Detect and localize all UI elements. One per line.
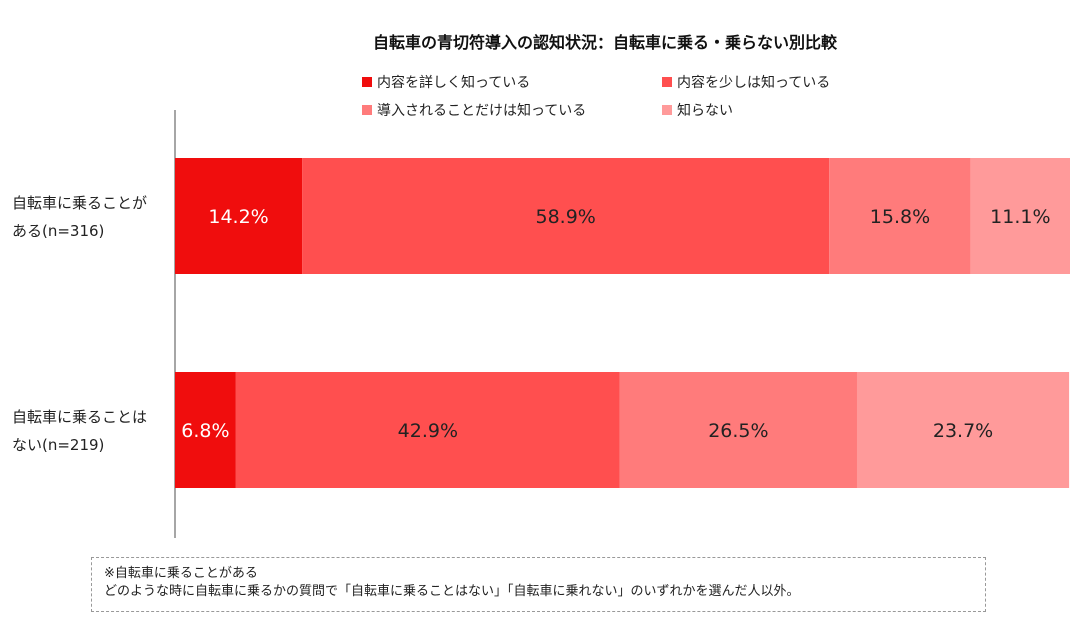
category-label-1-line-1: 自転車に乗ることが	[12, 194, 147, 212]
legend-label-3: 導入されることだけは知っている	[377, 102, 586, 119]
bar-segment-2-4	[856, 372, 1070, 488]
data-label-1-1: 14.2%	[208, 206, 268, 228]
data-label-1-4: 11.1%	[990, 206, 1050, 228]
category-label-2-line-1: 自転車に乗ることは	[12, 408, 147, 426]
chart-title: 自転車の青切符導入の認知状況：自転車に乗る・乗らない別比較	[373, 33, 838, 52]
category-label-1-line-2: ある(n=316)	[12, 222, 104, 240]
legend-swatch-3	[362, 105, 372, 115]
bar-segment-2-2	[235, 372, 620, 488]
data-label-2-2: 42.9%	[398, 420, 458, 442]
footnote-line-2: どのような時に自転車に乗るかの質問で「自転車に乗ることはない」「自転車に乗れない…	[104, 584, 800, 599]
bars: 14.2% 58.9% 15.8% 11.1% 6.8% 42.9% 26.5% 23.7%	[175, 158, 1070, 488]
data-label-1-3: 15.8%	[870, 206, 930, 228]
legend-swatch-2	[662, 77, 672, 87]
bar-segment-2-1	[175, 372, 236, 488]
legend-swatch-1	[362, 77, 372, 87]
bar-segment-1-3	[829, 158, 971, 274]
footnote-line-1: ※自転車に乗ることがある	[104, 566, 258, 581]
bar-segment-1-1	[175, 158, 303, 274]
data-label-2-1: 6.8%	[181, 420, 229, 442]
bar-segment-1-4	[970, 158, 1070, 274]
category-labels: 自転車に乗ることがある(n=316) 自転車に乗ることはない(n=219)	[12, 194, 147, 454]
category-label-2-line-2: ない(n=219)	[12, 436, 104, 454]
data-label-2-4: 23.7%	[933, 420, 993, 442]
legend-label-1: 内容を詳しく知っている	[377, 74, 530, 91]
data-label-1-2: 58.9%	[535, 206, 595, 228]
data-label-2-3: 26.5%	[708, 420, 768, 442]
legend-label-2: 内容を少しは知っている	[677, 74, 830, 91]
legend-swatch-4	[662, 105, 672, 115]
bar-segment-1-2	[302, 158, 830, 274]
footnote: ※自転車に乗ることがある どのような時に自転車に乗るかの質問で「自転車に乗ること…	[91, 557, 986, 612]
bar-segment-2-3	[619, 372, 857, 488]
stacked-bar-chart: 自転車の青切符導入の認知状況：自転車に乗る・乗らない別比較 内容を詳しく知ってい…	[12, 33, 1070, 538]
legend-label-4: 知らない	[677, 102, 733, 119]
